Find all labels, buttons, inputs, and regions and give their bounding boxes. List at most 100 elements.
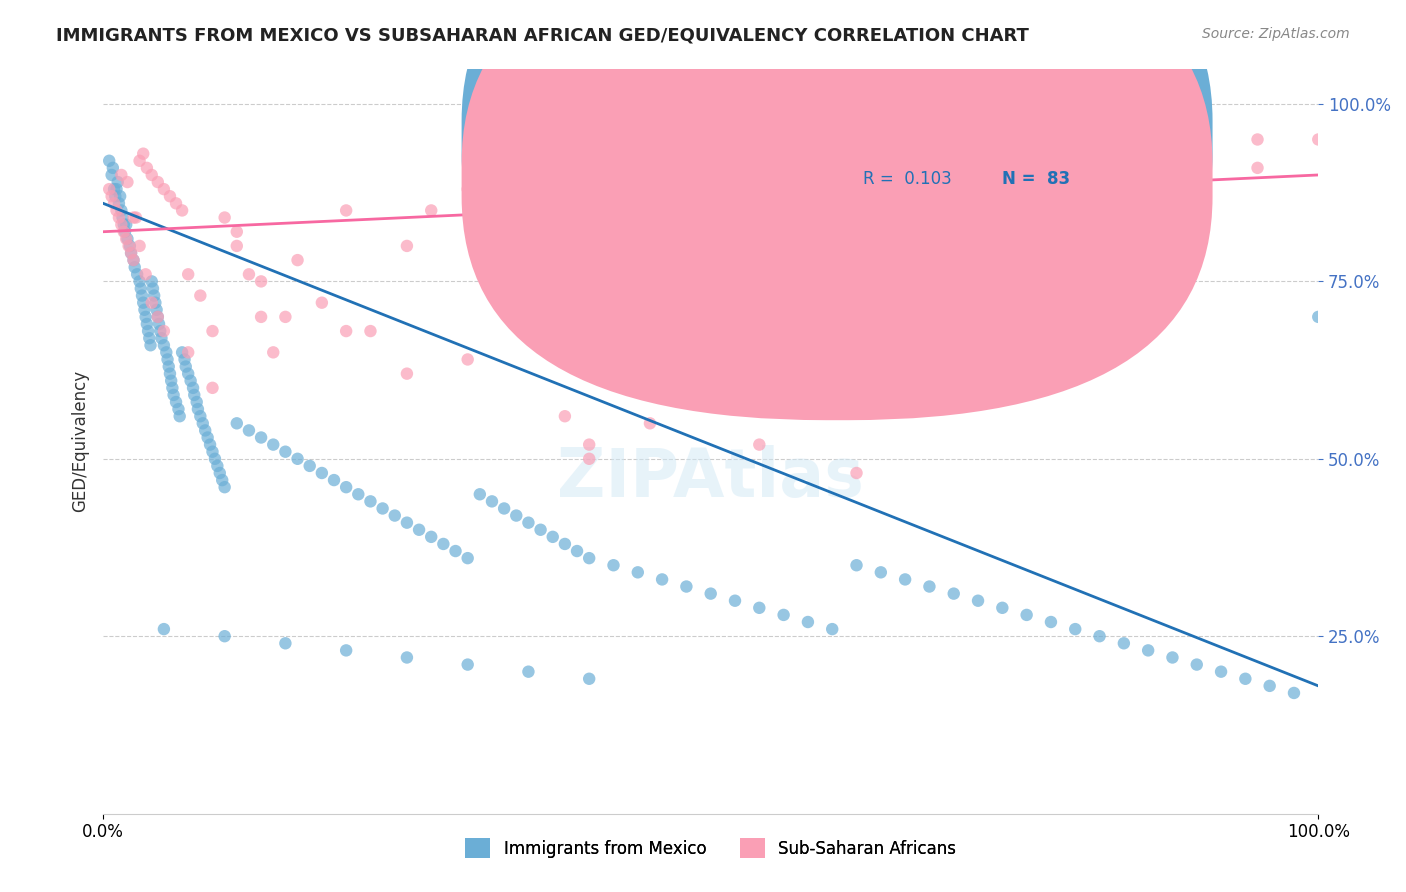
Point: [274, 444, 297, 458]
Point: [142, 281, 165, 295]
Point: [149, 324, 172, 338]
Point: [211, 473, 233, 487]
Point: [112, 218, 135, 232]
Point: [135, 161, 157, 175]
Point: [699, 395, 721, 409]
Point: [153, 622, 176, 636]
Point: [238, 424, 260, 438]
Point: [274, 636, 297, 650]
Point: [201, 444, 224, 458]
Point: [141, 295, 163, 310]
Point: [173, 352, 195, 367]
Point: [238, 268, 260, 282]
Point: [395, 650, 418, 665]
Point: [135, 268, 157, 282]
Point: [105, 182, 128, 196]
Point: [180, 374, 202, 388]
Point: [505, 508, 527, 523]
Point: [578, 672, 600, 686]
Point: [98, 182, 121, 196]
Point: [208, 466, 231, 480]
Point: [225, 417, 247, 431]
Point: [110, 168, 132, 182]
Point: [155, 345, 177, 359]
Point: [262, 437, 284, 451]
Point: [100, 189, 122, 203]
Point: [1185, 196, 1208, 211]
Point: [335, 643, 357, 657]
Text: N = 138: N = 138: [1002, 128, 1076, 146]
Point: [153, 324, 176, 338]
Point: [761, 253, 783, 268]
Point: [110, 203, 132, 218]
Point: [1125, 168, 1147, 182]
Point: [894, 211, 917, 225]
Point: [651, 345, 673, 359]
Point: [122, 253, 145, 268]
Point: [118, 239, 141, 253]
Point: [262, 345, 284, 359]
Point: [384, 508, 406, 523]
Point: [457, 657, 479, 672]
Point: [554, 409, 576, 424]
Point: [187, 402, 209, 417]
Point: [748, 600, 770, 615]
Point: [395, 239, 418, 253]
Point: [311, 466, 333, 480]
Point: [201, 381, 224, 395]
Point: [138, 331, 160, 345]
Point: [287, 451, 309, 466]
Point: [101, 161, 124, 175]
Point: [494, 501, 516, 516]
Point: [578, 437, 600, 451]
Point: [335, 324, 357, 338]
Point: [162, 388, 184, 402]
Point: [638, 417, 661, 431]
Point: [468, 487, 491, 501]
Y-axis label: GED/Equivalency: GED/Equivalency: [72, 370, 89, 512]
Point: [359, 324, 381, 338]
Point: [287, 253, 309, 268]
Point: [183, 388, 205, 402]
Point: [347, 487, 370, 501]
Text: R = -0.745: R = -0.745: [863, 128, 952, 146]
Point: [120, 246, 142, 260]
Point: [457, 551, 479, 566]
Point: [1015, 607, 1038, 622]
Point: [111, 211, 134, 225]
FancyBboxPatch shape: [461, 0, 1212, 420]
Point: [188, 409, 211, 424]
Point: [1064, 622, 1087, 636]
Point: [207, 458, 229, 473]
Point: [153, 182, 176, 196]
Legend: Immigrants from Mexico, Sub-Saharan Africans: Immigrants from Mexico, Sub-Saharan Afri…: [458, 831, 963, 865]
Point: [110, 218, 132, 232]
Point: [135, 310, 157, 324]
Point: [117, 232, 139, 246]
Point: [541, 530, 564, 544]
Point: [100, 168, 122, 182]
Point: [578, 551, 600, 566]
Point: [602, 203, 624, 218]
Point: [481, 494, 503, 508]
Point: [1185, 182, 1208, 196]
Point: [869, 566, 891, 580]
Point: [699, 586, 721, 600]
Point: [160, 374, 183, 388]
Point: [165, 196, 187, 211]
Point: [132, 146, 155, 161]
Point: [675, 580, 697, 594]
Point: [311, 295, 333, 310]
Point: [1246, 132, 1268, 146]
Point: [457, 182, 479, 196]
Text: N =  83: N = 83: [1002, 169, 1070, 188]
Point: [481, 268, 503, 282]
Point: [1308, 132, 1330, 146]
Point: [122, 211, 145, 225]
Point: [177, 367, 200, 381]
Point: [1308, 310, 1330, 324]
Point: [169, 409, 191, 424]
Point: [103, 182, 125, 196]
Point: [132, 295, 155, 310]
Point: [105, 203, 128, 218]
